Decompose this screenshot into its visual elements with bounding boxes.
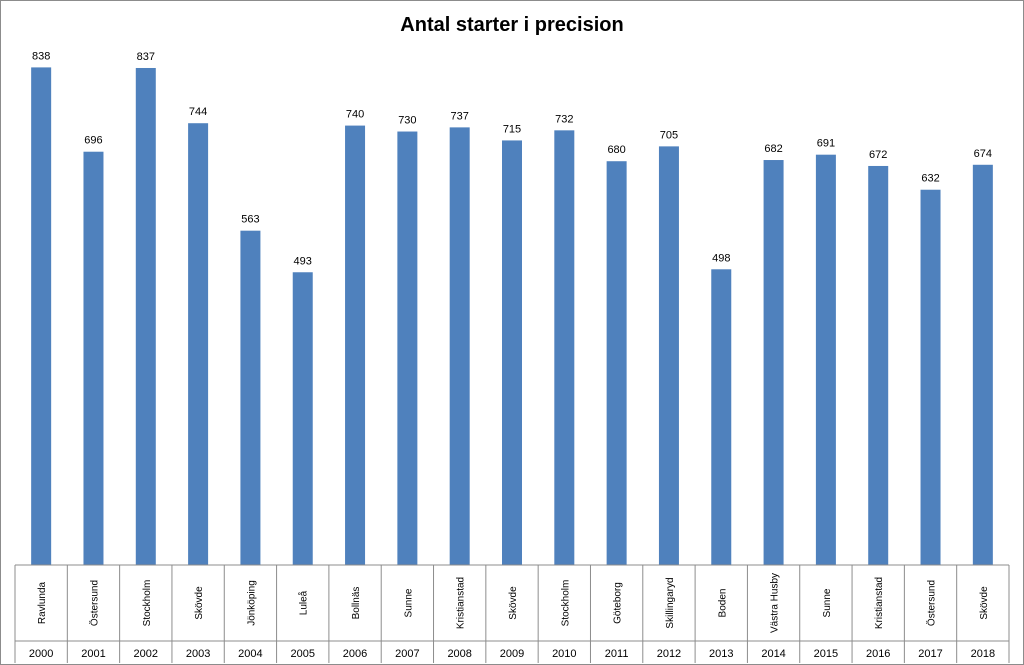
data-label: 498 — [712, 252, 730, 264]
bar — [31, 67, 52, 565]
category-label: Västra Husby — [770, 573, 781, 633]
bar — [83, 151, 104, 565]
year-label: 2014 — [761, 648, 785, 660]
category-label: Östersund — [926, 580, 938, 626]
year-label: 2009 — [500, 648, 524, 660]
bars-layer: 838 696 837 744 563 493 740 730 737 715 732 680 705 4… — [31, 50, 993, 566]
bar — [188, 123, 209, 565]
bar — [920, 189, 941, 566]
bar — [868, 165, 889, 565]
category-label: Skövde — [508, 586, 519, 620]
data-label: 493 — [294, 255, 312, 267]
category-label: Skövde — [979, 586, 990, 620]
chart-title: Antal starter i precision — [400, 14, 623, 36]
category-label: Jönköping — [246, 580, 257, 626]
category-label: Östersund — [88, 580, 100, 626]
year-label: 2007 — [395, 648, 419, 660]
category-label: Sunne — [822, 588, 833, 617]
year-label: 2008 — [447, 648, 471, 660]
bar — [658, 146, 679, 565]
year-label: 2002 — [134, 648, 158, 660]
category-axis: Ravlunda 2000 Östersund 2001 Stockholm 2002 Sk… — [14, 564, 1010, 663]
category-label: Ravlunda — [37, 581, 48, 624]
data-label: 715 — [503, 123, 521, 135]
bar — [972, 164, 993, 565]
year-label: 2017 — [918, 648, 942, 660]
year-label: 2012 — [657, 648, 681, 660]
category-label: Kristianstad — [874, 577, 885, 629]
year-label: 2005 — [290, 648, 314, 660]
category-label: Göteborg — [613, 582, 624, 624]
data-label: 680 — [607, 144, 625, 156]
data-label: 737 — [451, 110, 469, 122]
year-label: 2018 — [971, 648, 995, 660]
year-label: 2015 — [814, 648, 838, 660]
data-label: 696 — [84, 135, 102, 147]
year-label: 2016 — [866, 648, 890, 660]
bar — [554, 130, 575, 566]
category-label: Luleå — [298, 590, 310, 615]
category-label: Stockholm — [142, 580, 153, 627]
data-label: 837 — [137, 51, 155, 63]
bar — [292, 272, 313, 565]
bar — [135, 67, 156, 565]
year-label: 2003 — [186, 648, 210, 660]
data-label: 730 — [398, 115, 416, 127]
bar — [449, 127, 470, 566]
year-label: 2004 — [238, 648, 262, 660]
data-label: 691 — [817, 138, 835, 150]
data-label: 744 — [189, 106, 207, 118]
bar — [345, 125, 366, 565]
category-label: Boden — [717, 589, 728, 618]
year-label: 2006 — [343, 648, 367, 660]
data-label: 563 — [241, 214, 259, 226]
year-label: 2001 — [81, 648, 105, 660]
category-label: Skillingaryd — [665, 577, 676, 628]
category-label: Skövde — [194, 586, 205, 620]
bar — [815, 154, 836, 565]
bar — [240, 230, 261, 565]
bar — [763, 160, 784, 566]
data-label: 705 — [660, 129, 678, 141]
category-label: Kristianstad — [456, 577, 467, 629]
year-label: 2000 — [29, 648, 53, 660]
data-label: 732 — [555, 113, 573, 125]
data-label: 672 — [869, 149, 887, 161]
data-label: 674 — [974, 148, 992, 160]
data-label: 632 — [921, 173, 939, 185]
data-label: 838 — [32, 50, 50, 62]
year-label: 2013 — [709, 648, 733, 660]
year-label: 2010 — [552, 648, 576, 660]
data-label: 682 — [764, 143, 782, 155]
year-label: 2011 — [605, 648, 629, 660]
bar — [711, 269, 732, 565]
bar — [397, 131, 418, 565]
category-label: Bollnäs — [351, 587, 362, 620]
category-label: Stockholm — [560, 580, 571, 627]
data-label: 740 — [346, 109, 364, 121]
category-label: Sunne — [403, 588, 414, 617]
bar — [502, 140, 522, 566]
bar — [606, 161, 627, 565]
